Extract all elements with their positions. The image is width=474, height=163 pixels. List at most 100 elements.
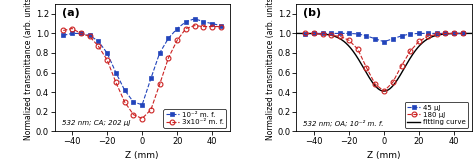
- 10⁻² m. f.: [78, 32, 83, 34]
- 3x10⁻² m. f.: [130, 114, 136, 116]
- Text: (b): (b): [303, 8, 321, 18]
- 3x10⁻² m. f.: [192, 25, 198, 27]
- 3x10⁻² m. f.: [95, 45, 101, 47]
- 45 μJ: [381, 41, 387, 43]
- 180 μJ: [320, 33, 326, 35]
- 3x10⁻² m. f.: [122, 101, 128, 103]
- 3x10⁻² m. f.: [157, 83, 163, 85]
- fitting curve: [381, 90, 387, 92]
- 45 μJ: [373, 38, 378, 40]
- 180 μJ: [408, 50, 413, 52]
- Line: 3x10⁻² m. f.: 3x10⁻² m. f.: [61, 23, 223, 121]
- 3x10⁻² m. f.: [210, 26, 215, 28]
- 180 μJ: [337, 35, 343, 37]
- Line: 10⁻² m. f.: 10⁻² m. f.: [61, 16, 223, 107]
- 45 μJ: [399, 35, 404, 37]
- 10⁻² m. f.: [157, 52, 163, 54]
- 180 μJ: [451, 32, 457, 34]
- X-axis label: Z (mm): Z (mm): [126, 151, 159, 160]
- Legend: 10⁻² m. f., 3x10⁻² m. f.: 10⁻² m. f., 3x10⁻² m. f.: [164, 109, 226, 128]
- 3x10⁻² m. f.: [78, 32, 83, 34]
- Text: 532 nm; OA; 10⁻² m. f.: 532 nm; OA; 10⁻² m. f.: [303, 120, 384, 126]
- 180 μJ: [364, 67, 369, 69]
- 3x10⁻² m. f.: [139, 118, 145, 119]
- 10⁻² m. f.: [95, 40, 101, 42]
- 180 μJ: [390, 81, 396, 83]
- 45 μJ: [320, 32, 326, 34]
- 3x10⁻² m. f.: [201, 26, 206, 28]
- Line: 180 μJ: 180 μJ: [303, 31, 465, 94]
- 10⁻² m. f.: [104, 52, 110, 54]
- fitting curve: [293, 32, 299, 34]
- 180 μJ: [346, 39, 352, 41]
- 45 μJ: [390, 38, 396, 40]
- Text: 532 nm; CA; 202 μJ: 532 nm; CA; 202 μJ: [62, 120, 130, 126]
- 45 μJ: [443, 32, 448, 34]
- 3x10⁻² m. f.: [148, 109, 154, 111]
- 45 μJ: [302, 33, 308, 35]
- Legend: 45 μJ, 180 μJ, fitting curve: 45 μJ, 180 μJ, fitting curve: [405, 102, 468, 128]
- 10⁻² m. f.: [113, 72, 118, 74]
- 45 μJ: [416, 32, 422, 34]
- 45 μJ: [346, 32, 352, 34]
- 180 μJ: [328, 34, 334, 36]
- 10⁻² m. f.: [201, 21, 206, 23]
- 180 μJ: [381, 90, 387, 92]
- 10⁻² m. f.: [69, 32, 75, 34]
- 10⁻² m. f.: [139, 104, 145, 106]
- fitting curve: [414, 48, 420, 50]
- 3x10⁻² m. f.: [174, 39, 180, 41]
- Line: fitting curve: fitting curve: [296, 33, 472, 91]
- 3x10⁻² m. f.: [69, 28, 75, 30]
- 10⁻² m. f.: [130, 101, 136, 103]
- 10⁻² m. f.: [122, 89, 128, 91]
- fitting curve: [371, 83, 376, 85]
- fitting curve: [311, 33, 317, 35]
- Y-axis label: Normalized transmittance (arb. units): Normalized transmittance (arb. units): [266, 0, 275, 140]
- fitting curve: [434, 34, 439, 36]
- 3x10⁻² m. f.: [218, 26, 224, 28]
- 10⁻² m. f.: [192, 18, 198, 20]
- 45 μJ: [337, 32, 343, 34]
- 180 μJ: [311, 32, 317, 34]
- fitting curve: [430, 35, 436, 37]
- 180 μJ: [302, 32, 308, 34]
- 180 μJ: [425, 35, 431, 37]
- 10⁻² m. f.: [87, 34, 92, 36]
- Text: (a): (a): [62, 8, 79, 18]
- 10⁻² m. f.: [174, 28, 180, 30]
- 3x10⁻² m. f.: [104, 59, 110, 61]
- fitting curve: [469, 32, 474, 34]
- 10⁻² m. f.: [218, 25, 224, 27]
- 45 μJ: [434, 32, 439, 34]
- 3x10⁻² m. f.: [183, 28, 189, 30]
- 45 μJ: [451, 32, 457, 34]
- 3x10⁻² m. f.: [60, 30, 66, 31]
- 45 μJ: [355, 33, 361, 35]
- 45 μJ: [460, 32, 466, 34]
- fitting curve: [365, 73, 370, 75]
- 180 μJ: [434, 33, 439, 35]
- 45 μJ: [364, 35, 369, 37]
- 180 μJ: [399, 65, 404, 67]
- 45 μJ: [425, 32, 431, 34]
- 3x10⁻² m. f.: [87, 35, 92, 37]
- 10⁻² m. f.: [210, 23, 215, 25]
- Y-axis label: Normalized transmittance (arb. units): Normalized transmittance (arb. units): [24, 0, 33, 140]
- Line: 45 μJ: 45 μJ: [303, 31, 465, 44]
- 180 μJ: [373, 83, 378, 85]
- 10⁻² m. f.: [183, 21, 189, 23]
- 180 μJ: [443, 32, 448, 34]
- 3x10⁻² m. f.: [113, 81, 118, 83]
- 180 μJ: [416, 40, 422, 42]
- 3x10⁻² m. f.: [165, 57, 171, 59]
- 180 μJ: [355, 48, 361, 50]
- 45 μJ: [311, 32, 317, 34]
- X-axis label: Z (mm): Z (mm): [367, 151, 401, 160]
- 45 μJ: [408, 33, 413, 35]
- 45 μJ: [328, 32, 334, 34]
- 180 μJ: [460, 32, 466, 34]
- 10⁻² m. f.: [148, 77, 154, 79]
- 10⁻² m. f.: [60, 34, 66, 36]
- 10⁻² m. f.: [165, 37, 171, 39]
